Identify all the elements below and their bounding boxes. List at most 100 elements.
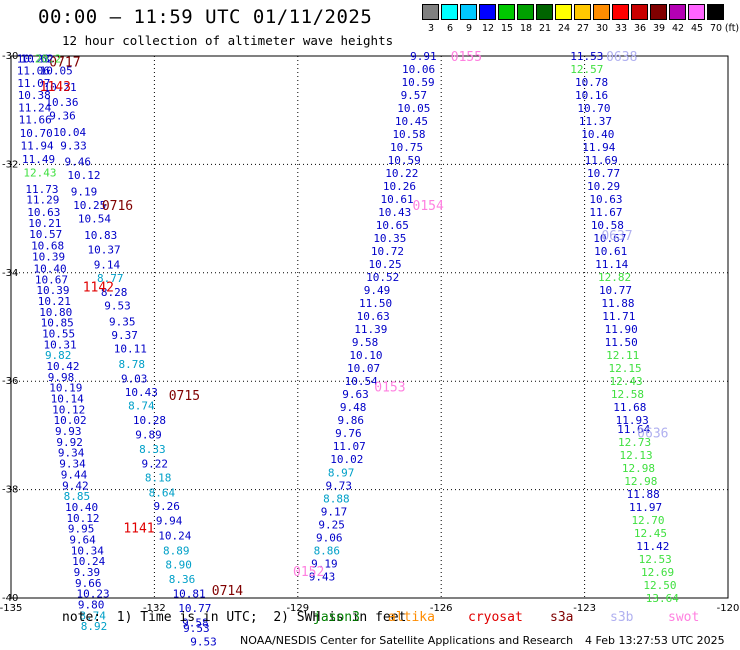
wave-height-value: 10.22 bbox=[385, 167, 418, 180]
wave-height-value: 12.70 bbox=[631, 514, 664, 527]
wave-height-value: 12.11 bbox=[606, 349, 639, 362]
wave-height-value: 10.63 bbox=[357, 310, 390, 323]
wave-height-value: 12.53 bbox=[639, 553, 672, 566]
wave-height-value: 10.80 bbox=[39, 306, 72, 319]
legend-label-18: 18 bbox=[519, 23, 533, 34]
pass-time-label: 0717 bbox=[49, 55, 80, 70]
wave-height-value: 10.21 bbox=[44, 81, 77, 94]
pass-time-label: 0637 bbox=[601, 229, 632, 244]
wave-height-value: 10.40 bbox=[65, 501, 98, 514]
lat-tick-label: -36 bbox=[2, 376, 18, 387]
wave-height-value: 10.61 bbox=[594, 245, 627, 258]
wave-height-value: 9.39 bbox=[74, 566, 101, 579]
wave-height-value: 10.07 bbox=[347, 362, 380, 375]
legend-swatch-21 bbox=[536, 4, 553, 20]
wave-height-value: 11.14 bbox=[595, 258, 628, 271]
wave-height-value: 12.45 bbox=[634, 527, 667, 540]
wave-height-value: 9.76 bbox=[335, 427, 362, 440]
wave-height-value: 9.58 bbox=[182, 616, 209, 629]
wave-height-value: 11.88 bbox=[601, 297, 634, 310]
wave-height-value: 10.63 bbox=[27, 206, 60, 219]
generated-timestamp: 4 Feb 13:27:53 UTC 2025 bbox=[585, 634, 725, 647]
legend-label-33: 33 bbox=[614, 23, 628, 34]
wave-height-value: 10.23 bbox=[76, 588, 109, 601]
lat-tick-label: -30 bbox=[2, 51, 18, 62]
legend-label-3: 3 bbox=[427, 23, 435, 34]
wave-height-value: 8.90 bbox=[165, 558, 192, 571]
legend-label-24: 24 bbox=[557, 23, 571, 34]
wave-height-value: 9.26 bbox=[153, 500, 180, 513]
legend-swatch-9 bbox=[460, 4, 477, 20]
wave-height-value: 9.95 bbox=[68, 523, 95, 536]
wave-height-value: 10.12 bbox=[52, 403, 85, 416]
wave-height-value: 9.63 bbox=[342, 388, 369, 401]
wave-height-value: 10.31 bbox=[44, 338, 77, 351]
wave-height-value: 10.77 bbox=[587, 167, 620, 180]
wave-height-value: 11.73 bbox=[25, 183, 58, 196]
pass-time-label: 1143 bbox=[40, 80, 71, 95]
wave-height-value: 9.94 bbox=[156, 514, 183, 527]
lon-tick-label: -129 bbox=[286, 603, 309, 614]
wave-height-value: 10.14 bbox=[51, 393, 84, 406]
wave-height-value: 10.28 bbox=[133, 414, 166, 427]
pass-time-label: 0636 bbox=[637, 427, 668, 442]
wave-height-value: 9.25 bbox=[318, 518, 345, 531]
wave-height-value: 11.64 bbox=[617, 423, 650, 436]
wave-height-value: 10.10 bbox=[349, 349, 382, 362]
wave-height-value: 11.37 bbox=[579, 115, 612, 128]
wave-height-value: 10.75 bbox=[390, 141, 423, 154]
footer-note: note: 1) Time is in UTC; 2) SWH is in fe… bbox=[62, 610, 407, 625]
wave-height-value: 9.66 bbox=[75, 577, 102, 590]
wave-height-value: 8.97 bbox=[328, 466, 355, 479]
wave-height-value: 9.86 bbox=[337, 414, 364, 427]
wave-height-value: 10.34 bbox=[71, 544, 104, 557]
wave-height-value: 10.70 bbox=[577, 102, 610, 115]
wave-height-value: 10.11 bbox=[114, 343, 147, 356]
wave-height-value: 9.14 bbox=[94, 259, 121, 272]
legend-swatch-39 bbox=[650, 4, 667, 20]
wave-height-value: 11.50 bbox=[605, 336, 638, 349]
wave-height-value: 9.17 bbox=[321, 505, 348, 518]
wave-height-value: 10.04 bbox=[53, 126, 86, 139]
lat-tick-label: -32 bbox=[2, 159, 18, 170]
wave-height-value: 9.06 bbox=[316, 531, 343, 544]
lat-tick-label: -40 bbox=[2, 593, 18, 604]
wave-height-value: 10.43 bbox=[125, 386, 158, 399]
pass-time-label: 0638 bbox=[606, 50, 637, 65]
wave-height-value: 10.54 bbox=[78, 213, 111, 226]
legend-label-42: 42 bbox=[671, 23, 685, 34]
wave-height-value: 8.33 bbox=[139, 443, 166, 456]
wave-height-value: 9.44 bbox=[61, 468, 88, 481]
page-subtitle: 12 hour collection of altimeter wave hei… bbox=[62, 33, 394, 48]
wave-height-value: 9.42 bbox=[62, 479, 88, 492]
wave-height-value: 10.65 bbox=[376, 219, 409, 232]
wave-height-value: 9.82 bbox=[45, 349, 72, 362]
legend-label-6: 6 bbox=[446, 23, 454, 34]
wave-height-value: 10.12 bbox=[67, 169, 100, 182]
wave-height-value: 11.94 bbox=[21, 139, 54, 152]
legend-label-15: 15 bbox=[500, 23, 514, 34]
wave-height-value: 11.07 bbox=[17, 77, 50, 90]
wave-height-value: 10.29 bbox=[587, 180, 620, 193]
wave-height-value: 11.68 bbox=[613, 401, 646, 414]
wave-height-value: 10.05 bbox=[397, 102, 430, 115]
wave-height-value: 12.43 bbox=[23, 167, 56, 180]
wave-height-value: 11.66 bbox=[19, 113, 52, 126]
lon-tick-label: -132 bbox=[143, 603, 166, 614]
legend-swatch-3 bbox=[422, 4, 439, 20]
wave-height-value: 8.89 bbox=[163, 544, 190, 557]
wave-height-value: 10.67 bbox=[593, 232, 626, 245]
legend-swatch-30 bbox=[593, 4, 610, 20]
legend-label-30: 30 bbox=[595, 23, 609, 34]
legend-swatch-24 bbox=[555, 4, 572, 20]
wave-height-value: 10.35 bbox=[373, 232, 406, 245]
wave-height-value: 8.85 bbox=[64, 490, 91, 503]
wave-height-value: 12.13 bbox=[619, 449, 652, 462]
mission-cryosat: cryosat bbox=[468, 610, 523, 625]
wave-height-value: 9.43 bbox=[309, 570, 336, 583]
wave-height-value: 10.02 bbox=[330, 453, 363, 466]
wave-height-value: 10.83 bbox=[84, 229, 117, 242]
wave-height-value: 10.43 bbox=[378, 206, 411, 219]
wave-height-value: 20.2 bbox=[35, 53, 62, 66]
legend-swatch-45 bbox=[688, 4, 705, 20]
